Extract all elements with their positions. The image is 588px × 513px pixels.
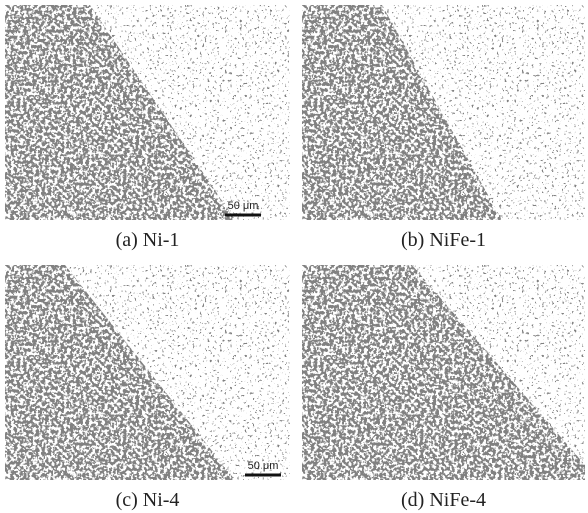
scale-label: 50 μm — [228, 200, 259, 212]
dense-area — [5, 5, 235, 220]
dense-area — [5, 265, 235, 480]
panels: 50 μm (a) Ni-1 50 μm (b) NiFe-1 50 μm (c) Ni-… — [5, 5, 585, 511]
micrograph: 50 μm — [302, 265, 585, 480]
caption: (a) Ni-1 — [116, 229, 180, 251]
micrograph: 50 μm — [302, 5, 585, 220]
caption: (d) NiFe-4 — [401, 489, 486, 511]
dense-area — [302, 265, 585, 480]
micrograph: 50 μm — [5, 5, 290, 220]
dense-area — [302, 5, 502, 220]
scale-label: 50 μm — [248, 460, 279, 472]
micrograph: 50 μm — [5, 265, 290, 480]
caption: (c) Ni-4 — [116, 489, 180, 511]
caption: (b) NiFe-1 — [401, 229, 486, 251]
